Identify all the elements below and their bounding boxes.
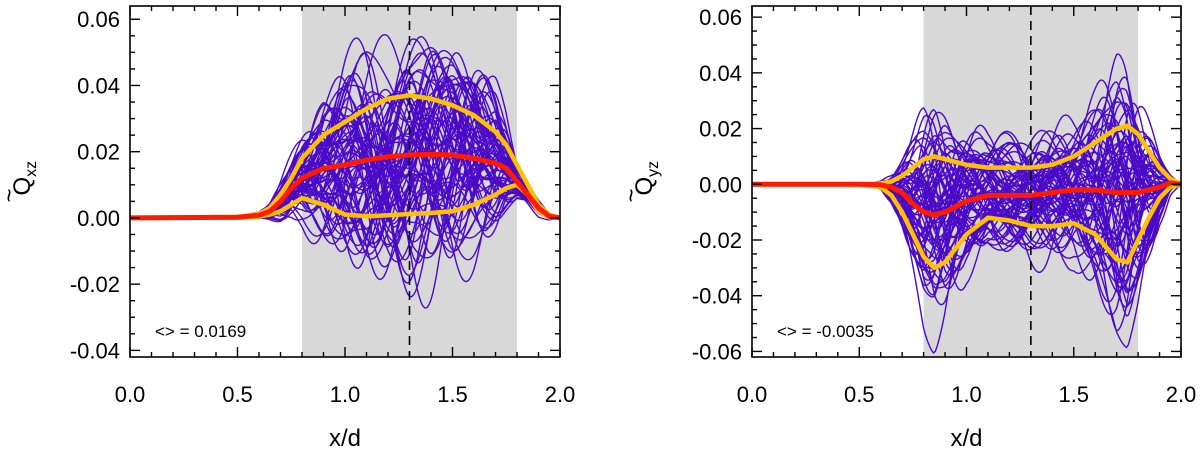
x-tick-label: 0.0 (115, 382, 146, 407)
y-axis-label-main: Q (9, 177, 36, 196)
mean-annotation: <> = 0.0169 (155, 322, 246, 341)
y-tick-label: 0.02 (699, 117, 742, 142)
right-panel-yz: 0.0 0.5 1.0 1.5 2.0 -0.06 -0.04 -0.02 0.00 0.02 0.… (618, 5, 1196, 452)
y-tick-label: 0.00 (77, 206, 120, 231)
tilde-mark: ~ (0, 188, 23, 202)
x-tick-label: 2.0 (1166, 382, 1197, 407)
y-tick-label: 0.00 (699, 172, 742, 197)
y-axis-label: Qxz (9, 161, 40, 196)
x-tick-label: 1.0 (330, 382, 361, 407)
y-axis-label-main: Q (631, 177, 658, 196)
y-tick-label: -0.04 (692, 284, 742, 309)
x-tick-label: 1.5 (437, 382, 468, 407)
mean-line (752, 180, 1181, 218)
x-tick-label: 2.0 (545, 382, 576, 407)
mean-line (130, 151, 560, 221)
x-axis-label: x/d (329, 425, 361, 452)
y-axis-label-sub: yz (645, 161, 662, 177)
y-axis-label-sub: xz (23, 161, 40, 177)
upper-band-line (752, 123, 1181, 187)
y-tick-label: -0.02 (70, 272, 120, 297)
y-axis-label: Qyz (631, 161, 662, 196)
x-tick-label: 0.5 (222, 382, 253, 407)
y-tick-label: 0.04 (699, 61, 742, 86)
y-tick-label: 0.06 (699, 5, 742, 30)
x-tick-label: 1.5 (1058, 382, 1089, 407)
x-tick-label: 1.0 (951, 382, 982, 407)
upper-band-line (130, 93, 560, 221)
y-tick-label: 0.04 (77, 73, 120, 98)
x-tick-label: 0.0 (737, 382, 768, 407)
x-axis-label: x/d (950, 425, 982, 452)
y-tick-label: -0.02 (692, 228, 742, 253)
x-tick-label: 0.5 (844, 382, 875, 407)
y-tick-label: 0.06 (77, 7, 120, 32)
y-tick-label: 0.02 (77, 140, 120, 165)
left-panel-xz: 0.0 0.5 1.0 1.5 2.0 -0.04 -0.02 0.00 0.02 0.04 0.0… (0, 5, 576, 452)
y-tick-label: -0.06 (692, 339, 742, 364)
lower-band-line (752, 182, 1181, 271)
y-tick-label: -0.04 (70, 338, 120, 363)
mean-annotation: <> = -0.0035 (777, 322, 874, 341)
tilde-mark: ~ (618, 188, 645, 202)
